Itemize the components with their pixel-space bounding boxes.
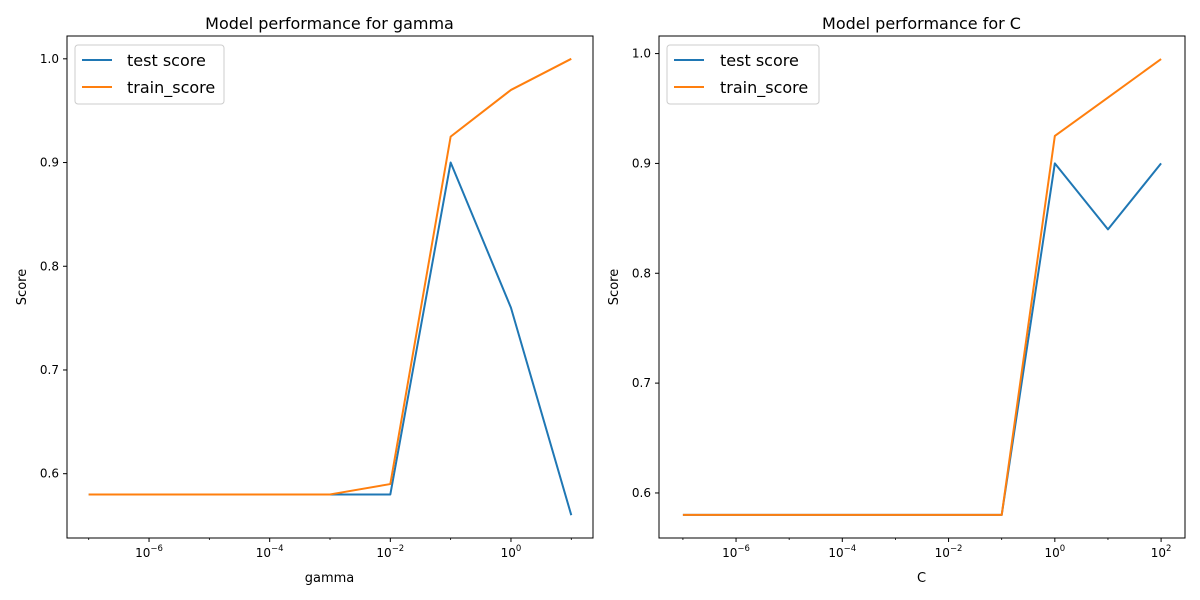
y-tick-label: 1.0 bbox=[632, 47, 651, 61]
y-tick-label: 0.9 bbox=[40, 156, 59, 170]
y-tick-label: 0.6 bbox=[632, 486, 651, 500]
y-tick-label: 1.0 bbox=[40, 52, 59, 66]
x-tick-label: 102 bbox=[1151, 544, 1172, 560]
y-tick-label: 0.8 bbox=[632, 266, 651, 280]
chart-gamma: Model performance for gamma gamma Score … bbox=[15, 14, 594, 586]
legend-box bbox=[74, 44, 225, 105]
y-ticks: 0.6 0.7 0.8 0.9 1.0 bbox=[40, 52, 67, 481]
train-score-line bbox=[88, 57, 572, 496]
train-score-line bbox=[682, 58, 1162, 516]
x-tick-label: 100 bbox=[1044, 544, 1065, 560]
y-tick-label: 0.7 bbox=[632, 376, 651, 390]
x-tick-label: 10−4 bbox=[256, 544, 284, 560]
x-tick-label: 10−4 bbox=[828, 544, 856, 560]
x-tick-label: 100 bbox=[501, 544, 522, 560]
test-score-line bbox=[88, 161, 573, 516]
x-tick-label: 10−2 bbox=[935, 544, 963, 560]
y-axis-label: Score bbox=[607, 269, 622, 305]
legend-label-train: train_score bbox=[127, 78, 215, 98]
legend-label-test: test score bbox=[127, 51, 206, 70]
legend-label-test: test score bbox=[720, 51, 799, 70]
y-tick-label: 0.7 bbox=[40, 363, 59, 377]
chart-title: Model performance for gamma bbox=[205, 14, 454, 33]
y-axis-label: Score bbox=[15, 269, 30, 305]
plot-area bbox=[66, 35, 594, 539]
plot-area bbox=[658, 35, 1186, 539]
x-tick-label: 10−6 bbox=[135, 544, 163, 560]
chart-c: Model performance for C C Score 0.60.70.… bbox=[607, 14, 1186, 586]
test-score-line bbox=[682, 162, 1162, 516]
series-lines bbox=[682, 58, 1162, 516]
legend: test score train_score bbox=[74, 44, 225, 105]
legend: test score train_score bbox=[666, 44, 820, 105]
legend-label-train: train_score bbox=[720, 78, 808, 98]
y-ticks: 0.6 0.7 0.8 0.9 1.0 bbox=[632, 47, 659, 500]
y-tick-label: 0.8 bbox=[40, 259, 59, 273]
x-tick-label: 10−6 bbox=[722, 544, 750, 560]
x-axis-label: gamma bbox=[305, 571, 355, 586]
legend-box bbox=[666, 44, 820, 105]
series-lines bbox=[88, 57, 573, 516]
chart-title: Model performance for C bbox=[822, 14, 1021, 33]
x-tick-label: 10−2 bbox=[376, 544, 404, 560]
y-tick-label: 0.9 bbox=[632, 156, 651, 170]
x-axis-label: C bbox=[917, 571, 926, 586]
y-tick-label: 0.6 bbox=[40, 467, 59, 481]
x-ticks: 10−6 10−4 10−2 100 102 bbox=[682, 538, 1172, 560]
x-ticks: 10−6 10−4 10−2 100 bbox=[88, 538, 572, 560]
